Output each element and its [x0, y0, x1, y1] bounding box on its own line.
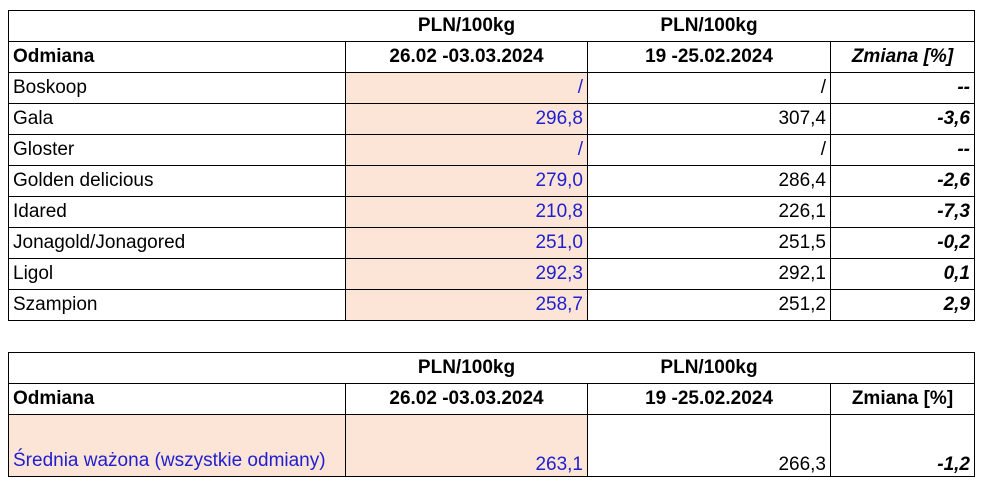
- cell: [8, 352, 346, 384]
- change: --: [830, 134, 975, 166]
- unit-label: PLN/100kg: [345, 352, 588, 384]
- column-header: Odmiana: [8, 383, 346, 415]
- data-row: Średnia ważona (wszystkie odmiany) 263,1 2…: [8, 414, 975, 477]
- previous-price: /: [587, 72, 831, 104]
- cell: [8, 10, 346, 42]
- unit-label: PLN/100kg: [345, 10, 588, 42]
- current-price: 251,0: [345, 227, 588, 259]
- current-price: 258,7: [345, 289, 588, 321]
- previous-price: /: [587, 134, 831, 166]
- previous-price: 226,1: [587, 196, 831, 228]
- cell: [830, 352, 975, 384]
- previous-price: 286,4: [587, 165, 831, 197]
- variety: Idared: [8, 196, 346, 228]
- current-price: /: [345, 134, 588, 166]
- previous-price: 292,1: [587, 258, 831, 290]
- unit-label: PLN/100kg: [587, 352, 831, 384]
- current-price: 292,3: [345, 258, 588, 290]
- data-row: Jonagold/Jonagored 251,0 251,5 -0,2: [8, 227, 975, 259]
- data-row: Gloster / / --: [8, 134, 975, 166]
- header-row: Odmiana 26.02 -03.03.2024 19 -25.02.2024 Zm…: [8, 41, 975, 73]
- variety: Gala: [8, 103, 346, 135]
- previous-price: 307,4: [587, 103, 831, 135]
- cell: [830, 10, 975, 42]
- current-price: 279,0: [345, 165, 588, 197]
- variety: Szampion: [8, 289, 346, 321]
- variety: Ligol: [8, 258, 346, 290]
- change: 0,1: [830, 258, 975, 290]
- previous-price: 266,3: [587, 414, 831, 477]
- price-table: PLN/100kg PLN/100kg Odmiana 26.02 -03.03.20…: [8, 10, 975, 321]
- change: 2,9: [830, 289, 975, 321]
- column-header: 26.02 -03.03.2024: [345, 383, 588, 415]
- data-row: Szampion 258,7 251,2 2,9: [8, 289, 975, 321]
- change: -3,6: [830, 103, 975, 135]
- variety: Boskoop: [8, 72, 346, 104]
- variety: Jonagold/Jonagored: [8, 227, 346, 259]
- change: -1,2: [830, 414, 975, 477]
- change: -2,6: [830, 165, 975, 197]
- data-row: Golden delicious 279,0 286,4 -2,6: [8, 165, 975, 197]
- previous-price: 251,2: [587, 289, 831, 321]
- column-header: Zmiana [%]: [830, 41, 975, 73]
- column-header: 26.02 -03.03.2024: [345, 41, 588, 73]
- unit-label: PLN/100kg: [587, 10, 831, 42]
- average-table: PLN/100kg PLN/100kg Odmiana 26.02 -03.03.20…: [8, 352, 975, 477]
- data-row: Idared 210,8 226,1 -7,3: [8, 196, 975, 228]
- data-row: Gala 296,8 307,4 -3,6: [8, 103, 975, 135]
- change: -7,3: [830, 196, 975, 228]
- units-row: PLN/100kg PLN/100kg: [8, 352, 975, 384]
- current-price: 263,1: [345, 414, 588, 477]
- previous-price: 251,5: [587, 227, 831, 259]
- data-row: Ligol 292,3 292,1 0,1: [8, 258, 975, 290]
- current-price: /: [345, 72, 588, 104]
- data-row: Boskoop / / --: [8, 72, 975, 104]
- units-row: PLN/100kg PLN/100kg: [8, 10, 975, 42]
- column-header: Zmiana [%]: [830, 383, 975, 415]
- change: --: [830, 72, 975, 104]
- column-header: Odmiana: [8, 41, 346, 73]
- column-header: 19 -25.02.2024: [587, 41, 831, 73]
- column-header: 19 -25.02.2024: [587, 383, 831, 415]
- current-price: 296,8: [345, 103, 588, 135]
- variety: Gloster: [8, 134, 346, 166]
- header-row: Odmiana 26.02 -03.03.2024 19 -25.02.2024 Zm…: [8, 383, 975, 415]
- change: -0,2: [830, 227, 975, 259]
- current-price: 210,8: [345, 196, 588, 228]
- variety: Golden delicious: [8, 165, 346, 197]
- variety: Średnia ważona (wszystkie odmiany): [8, 414, 346, 477]
